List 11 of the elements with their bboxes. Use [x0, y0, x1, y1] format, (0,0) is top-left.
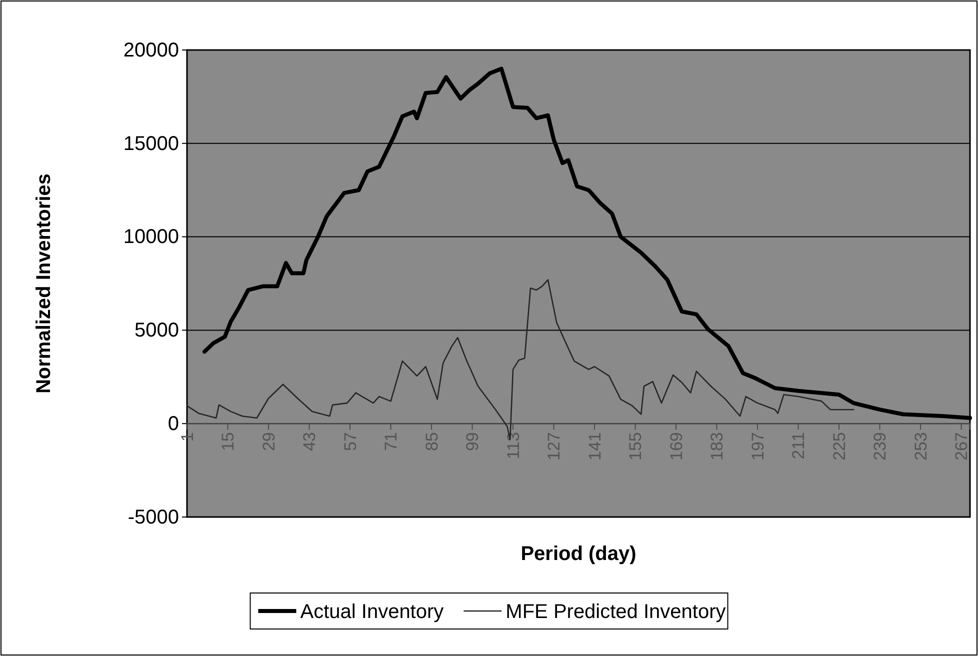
y-tick-label: 5000: [134, 320, 179, 342]
y-tick-label: -5000: [128, 506, 179, 528]
x-axis-title: Period (day): [520, 543, 636, 565]
x-tick-label: 1: [178, 432, 197, 442]
legend-label: MFE Predicted Inventory: [506, 601, 726, 623]
y-tick-label: 20000: [123, 39, 179, 62]
y-tick-label: 15000: [123, 132, 179, 155]
y-axis-title: Normalized Inventories: [33, 173, 55, 394]
legend-label: Actual Inventory: [300, 601, 444, 623]
y-tick-label: 0: [168, 413, 179, 435]
y-tick-label: 10000: [123, 226, 179, 248]
